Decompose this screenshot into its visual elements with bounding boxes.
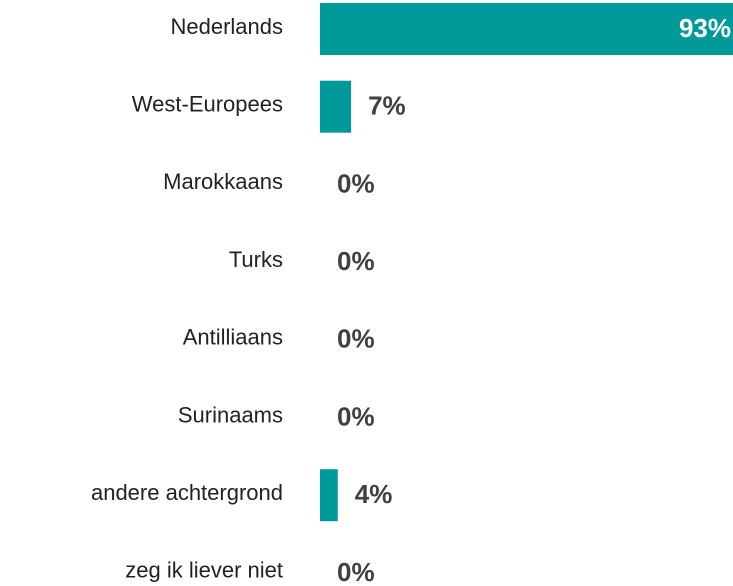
category-label: Marokkaans <box>163 169 283 194</box>
value-label: 4% <box>355 479 393 509</box>
value-label: 0% <box>337 324 375 354</box>
category-label: Nederlands <box>170 14 283 39</box>
value-label: 0% <box>337 168 375 198</box>
value-label: 7% <box>368 91 406 121</box>
bar <box>320 469 338 522</box>
category-label: West-Europees <box>132 92 283 117</box>
value-label: 0% <box>337 246 375 276</box>
value-label: 93% <box>679 13 731 43</box>
category-label: andere achtergrond <box>91 480 283 505</box>
value-label: 0% <box>337 401 375 431</box>
category-label: Turks <box>229 247 283 272</box>
category-label: Surinaams <box>178 402 283 427</box>
bar <box>320 80 352 133</box>
bar <box>320 3 733 55</box>
category-label: Antilliaans <box>183 325 283 350</box>
category-label: zeg ik liever niet <box>125 558 283 583</box>
value-label: 0% <box>337 557 375 586</box>
